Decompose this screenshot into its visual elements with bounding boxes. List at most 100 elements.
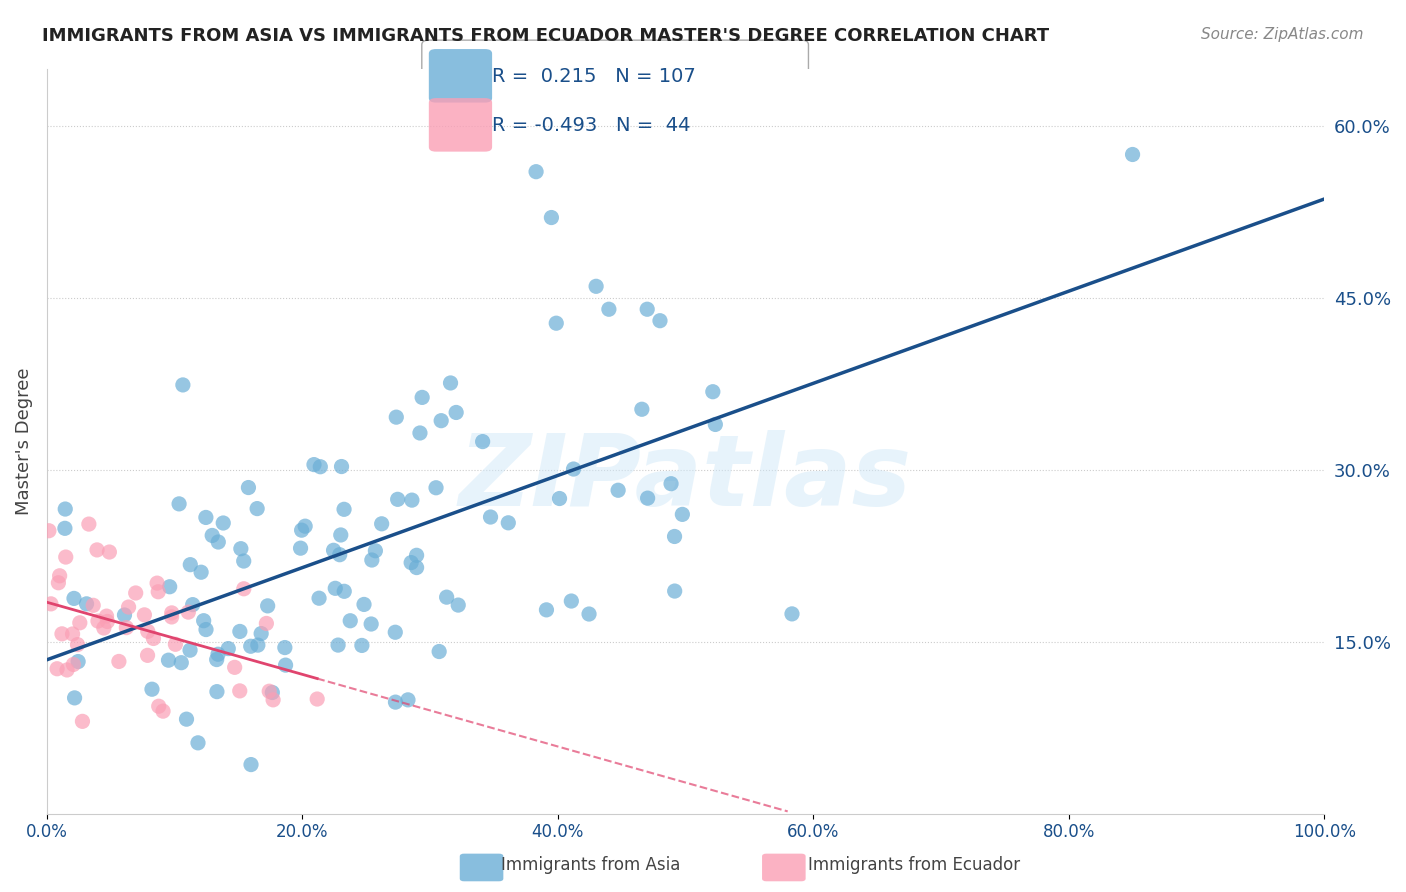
Immigrants from Asia (201, 528, 224, 542)
Immigrants from Ecuador (98, 545, 121, 559)
Immigrants from Asia (637, 491, 659, 505)
Immigrants from Asia (364, 543, 387, 558)
Text: Immigrants from Ecuador: Immigrants from Ecuador (808, 856, 1019, 874)
Immigrants from Ecuador (152, 704, 174, 718)
Immigrants from Asia (548, 491, 571, 506)
Immigrants from Ecuador (87, 614, 110, 628)
Immigrants from Ecuador (148, 699, 170, 714)
Immigrants from Asia (387, 492, 409, 507)
Immigrants from Asia (384, 625, 406, 640)
Text: R =  0.215   N = 107: R = 0.215 N = 107 (492, 67, 696, 87)
Immigrants from Ecuador (56, 663, 79, 677)
Immigrants from Asia (648, 314, 671, 328)
Immigrants from Asia (167, 497, 190, 511)
Immigrants from Asia (67, 655, 90, 669)
Immigrants from Asia (323, 582, 346, 596)
Immigrants from Asia (205, 652, 228, 666)
Immigrants from Ecuador (108, 655, 131, 669)
Immigrants from Ecuador (125, 586, 148, 600)
Immigrants from Asia (141, 682, 163, 697)
Immigrants from Asia (207, 647, 229, 661)
Immigrants from Asia (598, 302, 620, 317)
Immigrants from Asia (274, 640, 297, 655)
Immigrants from Ecuador (224, 660, 246, 674)
Text: ZIPatlas: ZIPatlas (458, 430, 912, 527)
Immigrants from Asia (250, 626, 273, 640)
Immigrants from Asia (274, 658, 297, 673)
Immigrants from Ecuador (48, 568, 70, 582)
Immigrants from Asia (396, 693, 419, 707)
Immigrants from Asia (430, 414, 453, 428)
Immigrants from Asia (546, 316, 568, 330)
Immigrants from Ecuador (165, 637, 187, 651)
Immigrants from Asia (370, 516, 392, 531)
Immigrants from Asia (409, 425, 432, 440)
Immigrants from Ecuador (86, 542, 108, 557)
Immigrants from Ecuador (115, 621, 138, 635)
Immigrants from Ecuador (93, 621, 115, 635)
Immigrants from Asia (498, 516, 520, 530)
Immigrants from Asia (333, 502, 356, 516)
Immigrants from Asia (399, 556, 422, 570)
Immigrants from Asia (1122, 147, 1144, 161)
Immigrants from Asia (360, 553, 382, 567)
Immigrants from Ecuador (262, 693, 284, 707)
Immigrants from Asia (290, 541, 312, 556)
Text: Immigrants from Asia: Immigrants from Asia (501, 856, 681, 874)
Immigrants from Asia (631, 402, 654, 417)
Immigrants from Asia (170, 656, 193, 670)
Immigrants from Asia (385, 410, 408, 425)
Immigrants from Asia (329, 528, 352, 542)
Immigrants from Asia (384, 695, 406, 709)
Immigrants from Asia (190, 566, 212, 580)
Immigrants from Ecuador (307, 692, 329, 706)
Immigrants from Ecuador (96, 609, 118, 624)
Immigrants from Asia (238, 481, 260, 495)
Immigrants from Asia (53, 521, 76, 535)
Immigrants from Asia (217, 641, 239, 656)
Immigrants from Ecuador (177, 605, 200, 619)
Immigrants from Asia (444, 405, 467, 419)
Immigrants from Ecuador (46, 662, 69, 676)
Immigrants from Asia (636, 302, 658, 317)
Immigrants from Ecuador (148, 584, 170, 599)
Immigrants from Asia (63, 690, 86, 705)
Immigrants from Ecuador (51, 627, 73, 641)
Immigrants from Asia (229, 541, 252, 556)
Immigrants from Asia (780, 607, 803, 621)
Immigrants from Asia (607, 483, 630, 498)
Immigrants from Asia (411, 391, 433, 405)
Immigrants from Asia (524, 164, 547, 178)
Immigrants from Asia (578, 607, 600, 621)
Immigrants from Asia (239, 639, 262, 653)
Immigrants from Ecuador (142, 632, 165, 646)
Immigrants from Asia (350, 639, 373, 653)
Immigrants from Asia (262, 685, 284, 699)
Immigrants from Asia (447, 598, 470, 612)
Immigrants from Asia (322, 543, 344, 558)
Immigrants from Asia (309, 459, 332, 474)
Immigrants from Ecuador (136, 648, 159, 663)
Immigrants from Asia (436, 590, 458, 604)
Immigrants from Ecuador (38, 524, 60, 538)
Immigrants from Asia (176, 712, 198, 726)
Immigrants from Ecuador (232, 582, 254, 596)
Immigrants from Asia (229, 624, 252, 639)
Immigrants from Asia (339, 614, 361, 628)
Immigrants from Asia (562, 462, 585, 476)
Immigrants from Ecuador (134, 607, 156, 622)
Immigrants from Asia (585, 279, 607, 293)
Text: R = -0.493   N =  44: R = -0.493 N = 44 (492, 116, 690, 136)
Immigrants from Asia (172, 378, 194, 392)
Immigrants from Ecuador (257, 684, 280, 698)
Immigrants from Asia (702, 384, 724, 399)
Immigrants from Ecuador (136, 624, 159, 639)
Immigrants from Asia (704, 417, 727, 432)
Immigrants from Ecuador (254, 616, 277, 631)
Immigrants from Asia (439, 376, 461, 390)
Immigrants from Ecuador (39, 597, 62, 611)
Immigrants from Asia (179, 558, 201, 572)
Immigrants from Asia (193, 614, 215, 628)
Immigrants from Ecuador (229, 684, 252, 698)
Immigrants from Asia (308, 591, 330, 606)
